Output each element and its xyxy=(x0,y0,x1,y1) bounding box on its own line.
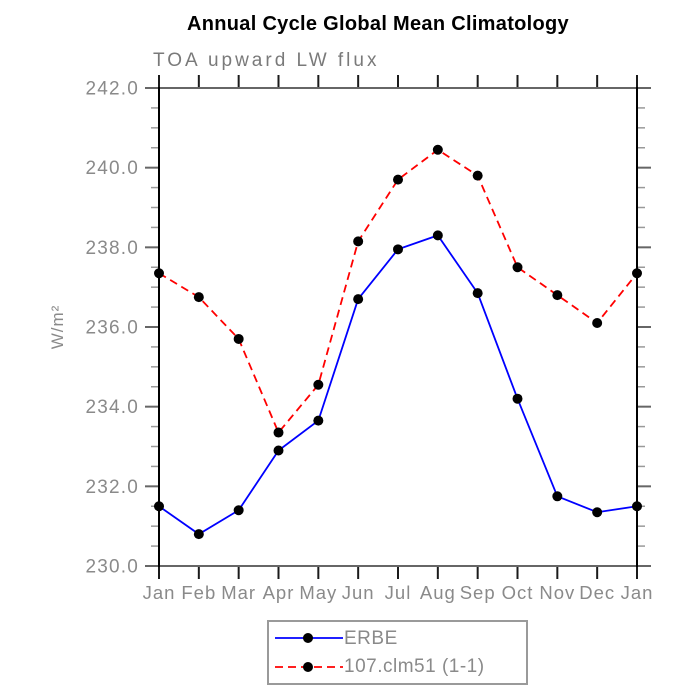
x-axis-tick-label: Jun xyxy=(342,582,375,603)
x-axis-tick-label: Oct xyxy=(502,582,534,603)
data-point-marker xyxy=(512,262,523,273)
data-point-marker xyxy=(353,236,364,247)
legend-label-model: 107.clm51 (1-1) xyxy=(344,656,485,678)
data-point-marker xyxy=(592,318,603,329)
x-axis-tick-label: Jan xyxy=(621,582,654,603)
chart-title: Annual Cycle Global Mean Climatology xyxy=(187,13,569,35)
data-point-marker xyxy=(592,507,603,518)
data-point-marker xyxy=(233,333,244,344)
data-point-marker xyxy=(393,174,403,185)
data-point-marker xyxy=(273,427,284,438)
x-axis-tick-label: Aug xyxy=(420,582,456,603)
legend-entry-erbe: ERBE xyxy=(274,626,526,650)
series-line-model xyxy=(158,148,638,435)
data-point-marker xyxy=(193,529,204,540)
legend-entry-model: 107.clm51 (1-1) xyxy=(274,655,526,679)
data-point-marker xyxy=(432,144,443,155)
data-point-marker xyxy=(552,491,563,502)
y-axis-tick-label: 236.0 xyxy=(85,318,139,339)
legend-marker-icon xyxy=(303,661,313,672)
x-axis-tick-label: Dec xyxy=(579,582,615,603)
x-axis-tick-label: Nov xyxy=(539,582,575,603)
data-point-marker xyxy=(233,505,244,516)
data-point-marker xyxy=(472,170,483,181)
legend: ERBE 107.clm51 (1-1) xyxy=(267,620,528,685)
data-point-marker xyxy=(472,288,483,299)
x-axis-tick-label: Sep xyxy=(460,582,496,603)
y-axis-tick-label: 230.0 xyxy=(85,557,139,578)
x-axis-tick-label: May xyxy=(299,582,337,603)
x-axis-tick-label: Feb xyxy=(181,582,216,603)
y-axis-tick-label: 242.0 xyxy=(85,79,139,100)
data-point-marker xyxy=(313,415,324,426)
legend-marker-icon xyxy=(303,633,313,644)
x-axis-tick-label: Apr xyxy=(263,582,295,603)
x-axis-tick-label: Mar xyxy=(221,582,256,603)
data-point-marker xyxy=(552,290,563,301)
series-line-erbe xyxy=(158,234,638,536)
data-point-marker xyxy=(432,230,443,241)
data-point-marker xyxy=(273,445,284,456)
data-point-marker xyxy=(512,393,523,404)
chart-subtitle: TOA upward LW flux xyxy=(153,50,380,71)
data-point-marker xyxy=(632,268,642,279)
data-point-marker xyxy=(154,501,164,512)
legend-line-sample-solid xyxy=(275,633,343,644)
y-axis-title: W/m² xyxy=(48,305,67,350)
legend-label-erbe: ERBE xyxy=(344,627,398,649)
y-axis-tick-label: 240.0 xyxy=(85,158,139,179)
x-axis-tick-label: Jul xyxy=(385,582,412,603)
x-axis-tick-label: Jan xyxy=(143,582,176,603)
data-point-marker xyxy=(393,244,403,255)
y-axis-tick-label: 238.0 xyxy=(85,238,139,259)
data-point-marker xyxy=(154,268,164,279)
data-point-marker xyxy=(193,292,204,303)
y-axis-tick-label: 234.0 xyxy=(85,397,139,418)
legend-line-sample-dashed xyxy=(275,661,343,672)
data-point-marker xyxy=(632,501,642,512)
y-axis-tick-label: 232.0 xyxy=(85,477,139,498)
data-point-marker xyxy=(313,379,324,390)
data-point-marker xyxy=(353,294,364,305)
